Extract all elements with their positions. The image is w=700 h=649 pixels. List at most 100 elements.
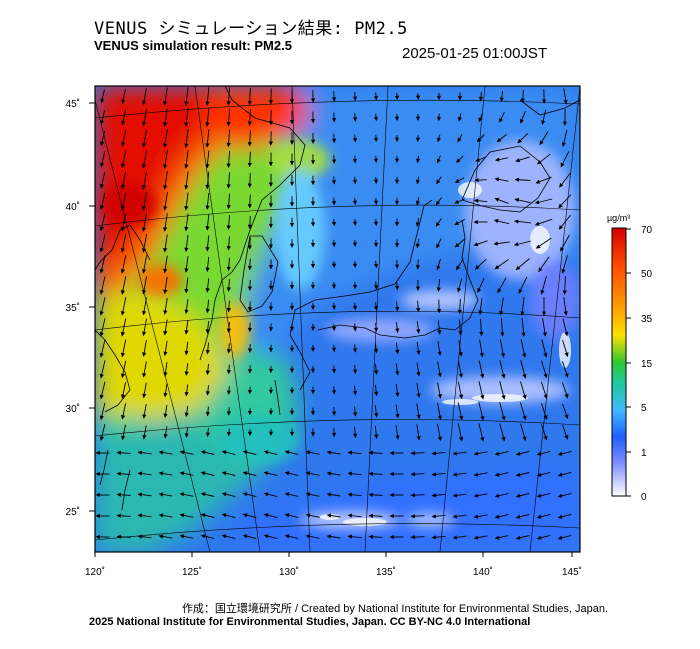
wind-arrow-head xyxy=(163,164,168,169)
wind-arrow-head xyxy=(221,471,227,476)
wind-arrow-head xyxy=(452,472,458,477)
wind-arrow-head xyxy=(389,450,394,456)
wind-arrow-head xyxy=(247,348,253,353)
wind-arrow-head xyxy=(268,120,274,126)
wind-arrow-head xyxy=(247,162,252,168)
pm25-field xyxy=(95,86,580,552)
wind-arrow-head xyxy=(247,410,253,416)
wind-arrow-head xyxy=(539,140,544,146)
wind-arrow-head xyxy=(163,227,168,232)
wind-arrow-head xyxy=(352,284,358,290)
wind-arrow-head xyxy=(457,117,462,122)
wind-arrow-head xyxy=(410,451,416,456)
wind-arrow-head xyxy=(473,198,479,203)
wind-arrow-head xyxy=(179,471,185,476)
wind-arrow-head xyxy=(562,121,568,126)
wind-arrow-head xyxy=(437,415,442,421)
wind-arrow-head xyxy=(268,389,274,395)
wind-arrow-head xyxy=(535,179,541,184)
wind-arrow-head xyxy=(120,331,126,337)
wind-arrow-head xyxy=(205,246,210,252)
wind-arrow-head xyxy=(436,158,441,164)
wind-arrow-head xyxy=(205,329,210,334)
wind-arrow-head xyxy=(564,331,569,337)
wind-arrow-head xyxy=(289,181,295,187)
wind-arrow-head xyxy=(184,330,189,335)
wind-arrow-head xyxy=(120,352,125,358)
wind-arrow-head xyxy=(557,451,563,456)
wind-arrow-head xyxy=(416,329,421,334)
wind-arrow-head xyxy=(416,393,421,398)
wind-arrow-head xyxy=(541,120,546,126)
wind-arrow-head xyxy=(268,431,274,437)
wind-arrow-head xyxy=(221,492,227,497)
wind-arrow-head xyxy=(352,348,358,353)
wind-arrow-head xyxy=(99,310,104,316)
wind-arrow-head xyxy=(184,205,189,211)
wind-arrow-head xyxy=(499,97,504,103)
wind-arrow-head xyxy=(347,534,353,539)
wind-arrow-head xyxy=(480,416,485,421)
wind-arrow-head xyxy=(536,160,542,165)
wind-arrow-head xyxy=(394,116,400,122)
colorbar-label: 5 xyxy=(641,403,647,414)
wind-arrow-head xyxy=(184,226,189,232)
wind-arrow-head xyxy=(515,535,521,540)
wind-arrow-head xyxy=(452,514,458,519)
wind-arrow-head xyxy=(158,492,164,497)
wind-arrow-head xyxy=(99,331,104,337)
wind-arrow-head xyxy=(99,205,104,210)
wind-arrow-head xyxy=(163,351,168,357)
wind-arrow-head xyxy=(543,352,548,358)
wind-arrow-head xyxy=(536,472,542,477)
wind-arrow-head xyxy=(389,513,394,519)
wind-arrow-head xyxy=(437,351,442,357)
wind-arrow-head xyxy=(247,100,252,106)
license-text: 2025 National Institute for Environmenta… xyxy=(89,616,531,628)
wind-arrow-head xyxy=(263,534,269,539)
wind-arrow-head xyxy=(474,265,480,270)
wind-arrow-head xyxy=(352,179,358,185)
colorbar-scale xyxy=(611,227,627,497)
wind-arrow-head xyxy=(515,472,521,477)
lat-tick-label: 45˚ xyxy=(66,98,80,110)
wind-arrow-head xyxy=(289,119,295,125)
wind-arrow-head xyxy=(268,265,274,270)
wind-arrow-head xyxy=(479,352,484,358)
wind-arrow-head xyxy=(263,450,269,455)
wind-arrow-head xyxy=(541,311,547,317)
wind-arrow-head xyxy=(120,311,125,316)
wind-arrow-head xyxy=(454,178,460,183)
wind-arrow-head xyxy=(415,200,421,206)
wind-arrow-head xyxy=(120,290,125,295)
wind-arrow-head xyxy=(500,353,506,358)
wind-arrow-head xyxy=(205,205,210,211)
wind-arrow-head xyxy=(542,332,548,337)
wind-arrow-head xyxy=(163,247,168,253)
wind-arrow-head xyxy=(478,117,483,123)
wind-arrow-head xyxy=(436,265,441,271)
wind-arrow-head xyxy=(347,492,353,497)
wind-arrow-head xyxy=(431,451,437,456)
wind-arrow-head xyxy=(475,157,480,162)
wind-arrow-head xyxy=(564,393,569,399)
wind-arrow-head xyxy=(563,311,568,316)
wind-arrow-head xyxy=(226,411,232,416)
wind-arrow-head xyxy=(310,432,316,437)
wind-arrow-head xyxy=(100,98,105,104)
wind-arrow-head xyxy=(564,372,569,378)
wind-arrow-head xyxy=(163,433,168,439)
wind-arrow-head xyxy=(522,353,527,358)
wind-arrow-head xyxy=(374,434,379,440)
wind-arrow-head xyxy=(560,246,565,252)
wind-arrow-head xyxy=(352,96,358,102)
wind-arrow-head xyxy=(226,184,231,189)
wind-arrow-head xyxy=(493,241,498,246)
wind-arrow-head xyxy=(137,492,143,497)
wind-arrow-head xyxy=(95,450,100,456)
wind-arrow-head xyxy=(263,471,269,476)
wind-arrow-head xyxy=(163,122,168,127)
wind-arrow-head xyxy=(247,142,252,147)
wind-arrow-head xyxy=(457,96,463,101)
wind-arrow-head xyxy=(331,284,337,290)
